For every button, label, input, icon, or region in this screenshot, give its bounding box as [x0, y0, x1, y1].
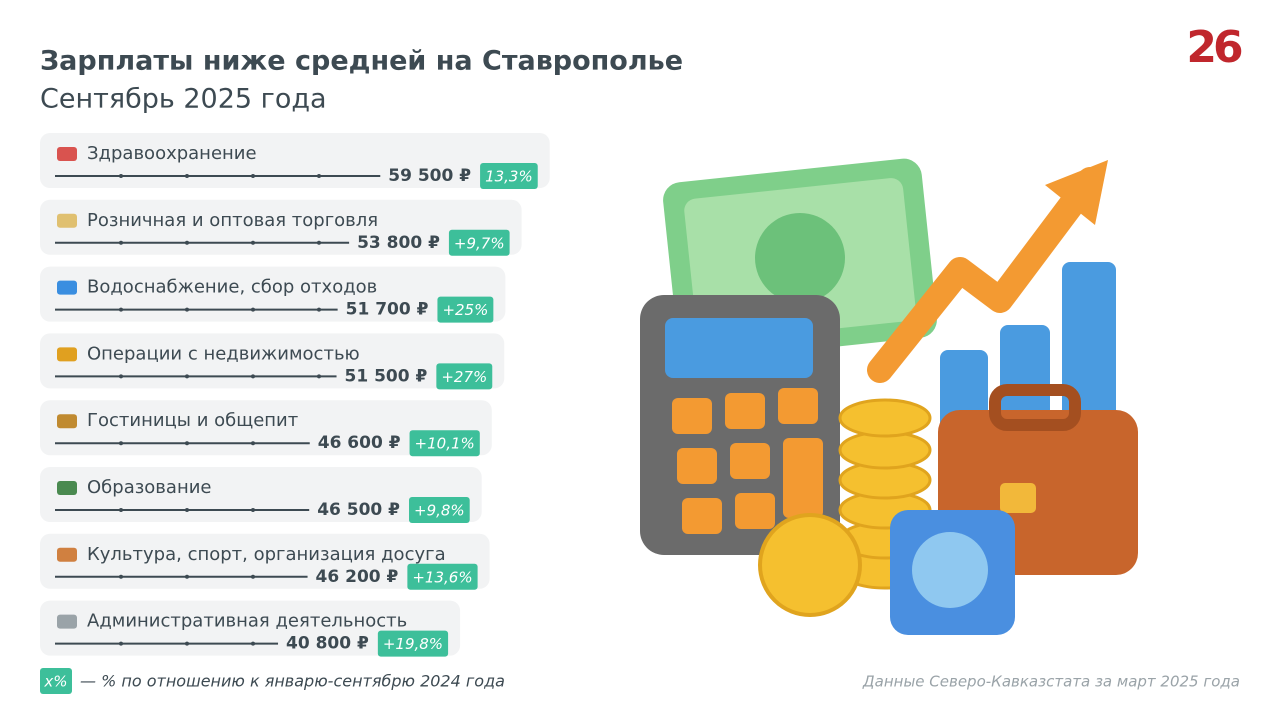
row-icon — [57, 347, 77, 362]
bar-dot — [119, 508, 123, 512]
category-label: Гостиницы и общепит — [87, 410, 298, 431]
row-icon — [57, 614, 77, 629]
bar-dot — [119, 641, 123, 646]
change-label: +9,8% — [414, 502, 465, 520]
change-badge — [409, 430, 480, 457]
row: Образование 46 500 ₽ +9,8% — [40, 467, 482, 523]
bar-dot — [251, 307, 255, 312]
value-label: 53 800 ₽ — [357, 233, 440, 253]
bar-dot — [185, 307, 189, 312]
bar-dot — [251, 641, 255, 646]
row: Гостиницы и общепит 46 600 ₽ +10,1% — [40, 400, 492, 457]
logo: 26 — [1186, 22, 1242, 73]
bar-dot — [317, 374, 321, 379]
bar-dot — [185, 508, 189, 512]
category-label: Розничная и оптовая торговля — [87, 210, 378, 231]
change-badge — [377, 630, 449, 657]
bar-dot — [317, 174, 321, 178]
source: Данные Северо-Кавказстата за март 2025 г… — [862, 673, 1240, 691]
value-label: 40 800 ₽ — [286, 634, 369, 654]
bar-dot — [251, 508, 255, 512]
row-background — [40, 467, 482, 522]
row-background — [40, 199, 522, 255]
bar-dot — [251, 441, 255, 446]
bar-dot — [251, 574, 255, 579]
bar-dot — [185, 574, 189, 579]
category-label: Административная деятельность — [87, 611, 407, 632]
row-background — [40, 333, 505, 389]
row-icon — [57, 481, 77, 495]
change-label: +10,1% — [415, 435, 475, 453]
row-icon — [57, 547, 77, 562]
value-label: 59 500 ₽ — [388, 166, 471, 186]
bar-dot — [119, 374, 123, 379]
change-badge — [407, 563, 478, 590]
value-label: 46 600 ₽ — [318, 433, 401, 453]
bar-dot — [119, 174, 123, 178]
category-label: Водоснабжение, сбор отходов — [87, 277, 377, 298]
legend-key: x% — [43, 673, 67, 691]
change-label: 13,3% — [485, 168, 533, 186]
row-background — [40, 600, 461, 656]
row-icon — [57, 213, 77, 228]
row-background — [40, 400, 492, 456]
bar-dot — [251, 240, 255, 245]
change-badge — [480, 163, 538, 189]
bar-dot — [185, 240, 189, 245]
category-label: Образование — [87, 477, 212, 498]
legend-text: — % по отношению к январю-сентябрю 2024 … — [80, 672, 505, 691]
category-label: Здравоохранение — [87, 143, 257, 164]
value-label: 46 500 ₽ — [317, 500, 400, 520]
row-background — [40, 266, 506, 322]
change-badge — [409, 497, 470, 523]
row-background — [40, 533, 490, 589]
row-icon — [57, 147, 77, 161]
value-label: 51 500 ₽ — [345, 366, 428, 386]
bar-dot — [119, 240, 123, 245]
change-badge — [437, 296, 494, 323]
change-label: +9,7% — [454, 234, 505, 252]
bar-dot — [251, 374, 255, 379]
row-icon — [57, 414, 77, 429]
bar-dot — [317, 240, 321, 245]
subtitle: Сентябрь 2025 года — [40, 84, 327, 115]
row-icon — [57, 280, 77, 295]
value-label: 46 200 ₽ — [316, 567, 399, 587]
bar-dot — [185, 441, 189, 446]
bar-dot — [119, 574, 123, 579]
bar-dot — [185, 641, 189, 646]
category-label: Операции с недвижимостью — [87, 343, 360, 364]
bar-dot — [119, 307, 123, 312]
change-badge — [436, 363, 493, 390]
bar-dot — [119, 441, 123, 446]
bar-dot — [185, 174, 189, 178]
change-badge — [448, 229, 510, 256]
row-background — [40, 133, 550, 188]
value-label: 51 700 ₽ — [346, 300, 429, 320]
change-label: +19,8% — [383, 635, 443, 653]
change-label: +27% — [441, 368, 487, 386]
category-label: Культура, спорт, организация досуга — [87, 544, 446, 565]
bar-dot — [317, 307, 321, 312]
title: Зарплаты ниже средней на Ставрополье — [40, 46, 683, 77]
bar-dot — [185, 374, 189, 379]
change-label: +13,6% — [412, 568, 472, 586]
bar-dot — [251, 174, 255, 178]
legend-key-box — [40, 668, 72, 694]
row: Здравоохранение 59 500 ₽ 13,3% — [40, 133, 550, 189]
change-label: +25% — [442, 301, 488, 319]
illustration — [640, 158, 1138, 635]
